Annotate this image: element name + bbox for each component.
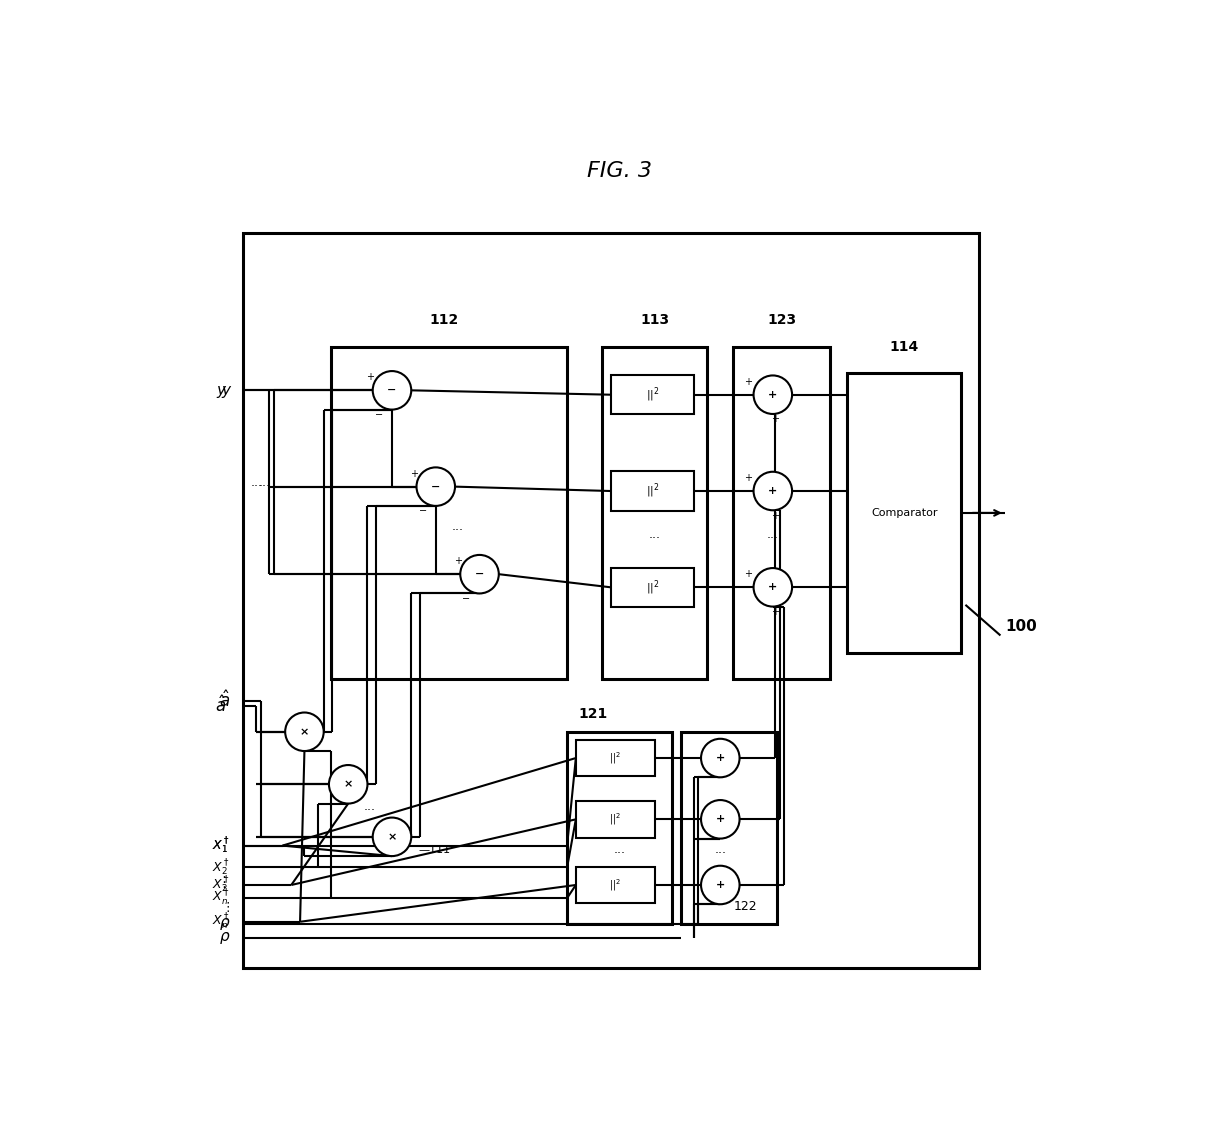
Text: —111: —111 [418, 845, 451, 855]
Text: 122: 122 [734, 901, 757, 913]
Bar [681, 732, 777, 924]
Circle shape [372, 371, 411, 409]
Text: +: + [716, 814, 725, 824]
Text: 112: 112 [430, 314, 459, 327]
Bar [575, 740, 654, 777]
Bar [567, 732, 672, 924]
Text: ...: ... [259, 475, 271, 489]
Text: $X_n^\dagger$: $X_n^\dagger$ [213, 888, 230, 908]
Text: +: + [745, 473, 752, 483]
Text: $\vdots$: $\vdots$ [216, 874, 226, 890]
Bar [331, 347, 567, 679]
Text: −: − [418, 506, 427, 516]
Text: −: − [387, 385, 397, 396]
Text: +: + [770, 511, 779, 521]
Text: ×: × [343, 779, 353, 789]
Text: $| |^2$: $| |^2$ [609, 750, 621, 766]
Text: ×: × [300, 727, 310, 737]
Circle shape [753, 472, 792, 511]
Text: −: − [375, 409, 383, 420]
Text: 100: 100 [1005, 620, 1036, 634]
Text: 113: 113 [640, 314, 670, 327]
Text: $\rho$: $\rho$ [219, 930, 230, 946]
Text: Comparator: Comparator [870, 508, 937, 517]
Text: y: y [221, 383, 230, 398]
Text: $\rho$: $\rho$ [219, 916, 230, 932]
Bar [611, 567, 694, 607]
Text: +: + [770, 607, 779, 617]
Bar [611, 472, 694, 511]
Text: ...: ... [452, 520, 463, 532]
Circle shape [701, 739, 740, 778]
Text: 114: 114 [890, 340, 919, 354]
Text: $| |^2$: $| |^2$ [609, 877, 621, 893]
Text: $| |^2$: $| |^2$ [609, 812, 621, 828]
Text: ...: ... [250, 475, 262, 489]
Text: +: + [768, 485, 777, 496]
Text: ×: × [387, 832, 397, 841]
Text: +: + [745, 376, 752, 387]
Bar [602, 347, 707, 679]
Bar [575, 800, 654, 838]
Text: +: + [453, 556, 462, 566]
Text: −: − [475, 570, 485, 579]
Circle shape [753, 375, 792, 414]
Text: $X_2^\dagger$: $X_2^\dagger$ [213, 857, 230, 878]
Circle shape [701, 800, 740, 839]
Bar [848, 373, 961, 653]
Text: +: + [716, 880, 725, 890]
Text: +: + [366, 372, 374, 382]
Text: ...: ... [715, 844, 727, 856]
Circle shape [461, 555, 499, 594]
Text: +: + [745, 570, 752, 579]
Circle shape [372, 818, 411, 856]
Text: $X_1^\dagger$: $X_1^\dagger$ [213, 836, 230, 856]
Text: 121: 121 [579, 707, 608, 721]
Bar [734, 347, 829, 679]
Text: +: + [410, 468, 418, 479]
Text: $X_n^\dagger$: $X_n^\dagger$ [213, 912, 230, 932]
Text: $| |^2$: $| |^2$ [646, 385, 659, 404]
Text: $\vdots$: $\vdots$ [221, 899, 230, 914]
Text: +: + [768, 582, 777, 592]
Circle shape [701, 865, 740, 904]
Text: $\hat{a}$: $\hat{a}$ [219, 691, 230, 712]
Text: ...: ... [364, 799, 376, 813]
Circle shape [285, 713, 324, 752]
Circle shape [329, 765, 368, 804]
Text: $| |^2$: $| |^2$ [646, 482, 659, 500]
Text: −: − [462, 594, 470, 604]
Text: ...: ... [614, 844, 625, 856]
Text: $\hat{a}$: $\hat{a}$ [214, 695, 226, 716]
Circle shape [416, 467, 455, 506]
Text: ...: ... [649, 529, 660, 541]
Text: −: − [432, 482, 440, 491]
Circle shape [753, 568, 792, 606]
Text: $X_1^\dagger$: $X_1^\dagger$ [213, 836, 230, 856]
Text: ...: ... [767, 529, 779, 541]
Text: 123: 123 [767, 314, 797, 327]
Bar [243, 233, 978, 969]
Text: +: + [716, 753, 725, 763]
Text: +: + [770, 414, 779, 424]
Text: FIG. 3: FIG. 3 [588, 161, 652, 182]
Text: $X_2^\dagger$: $X_2^\dagger$ [213, 874, 230, 895]
Bar [575, 866, 654, 904]
Text: $| |^2$: $| |^2$ [646, 578, 659, 597]
Text: y: y [216, 383, 226, 398]
Text: +: + [768, 390, 777, 400]
Bar [611, 375, 694, 414]
